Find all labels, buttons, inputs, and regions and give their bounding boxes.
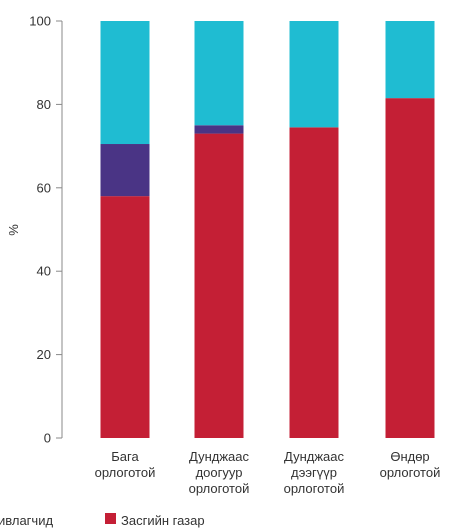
legend-label: ивлагчид — [0, 513, 53, 528]
bar-segment-1-3 — [100, 21, 150, 145]
x-category-label-line: дээгүүр — [291, 465, 337, 480]
y-tick-label: 60 — [37, 180, 51, 195]
x-category-label-line: Өндөр — [390, 449, 429, 464]
x-category-label-line: Дунджаас — [189, 449, 250, 464]
y-axis: 0 20 40 60 80 100 — [29, 14, 63, 446]
x-category-label-line: орлоготой — [189, 481, 250, 496]
bar-segment-3-3 — [289, 21, 339, 128]
y-tick-label: 20 — [37, 347, 51, 362]
legend: ивлагчид Засгийн газар — [0, 513, 205, 528]
x-category-label: Бага орлоготой — [95, 449, 156, 480]
x-category-label-line: Бага — [111, 449, 139, 464]
legend-swatch — [105, 513, 116, 524]
y-tick-label: 100 — [29, 14, 51, 29]
x-category-label-line: орлоготой — [284, 481, 345, 496]
bar-segment-4-3 — [385, 21, 435, 99]
legend-label: Засгийн газар — [121, 513, 205, 528]
x-category-label-line: Дунджаас — [284, 449, 345, 464]
bar-segment-2-1 — [194, 133, 244, 438]
bar-segment-1-2 — [100, 144, 150, 197]
bar-segment-2-3 — [194, 21, 244, 126]
x-category-label-line: орлоготой — [380, 465, 441, 480]
bar-segment-4-1 — [385, 98, 435, 439]
bars — [100, 21, 435, 439]
bar-segment-3-1 — [289, 127, 339, 439]
bar-segment-2-2 — [194, 125, 244, 134]
y-axis-title: % — [6, 224, 21, 236]
x-category-label: Дунджаас доогуур орлоготой — [189, 449, 250, 496]
x-category-label-line: доогуур — [196, 465, 243, 480]
x-category-label: Дунджаас дээгүүр орлоготой — [284, 449, 345, 496]
y-tick-label: 80 — [37, 97, 51, 112]
x-category-label-line: орлоготой — [95, 465, 156, 480]
bar-segment-1-1 — [100, 196, 150, 438]
y-tick-label: 0 — [44, 431, 51, 446]
y-tick-label: 40 — [37, 264, 51, 279]
x-category-label: Өндөр орлоготой — [380, 449, 441, 480]
